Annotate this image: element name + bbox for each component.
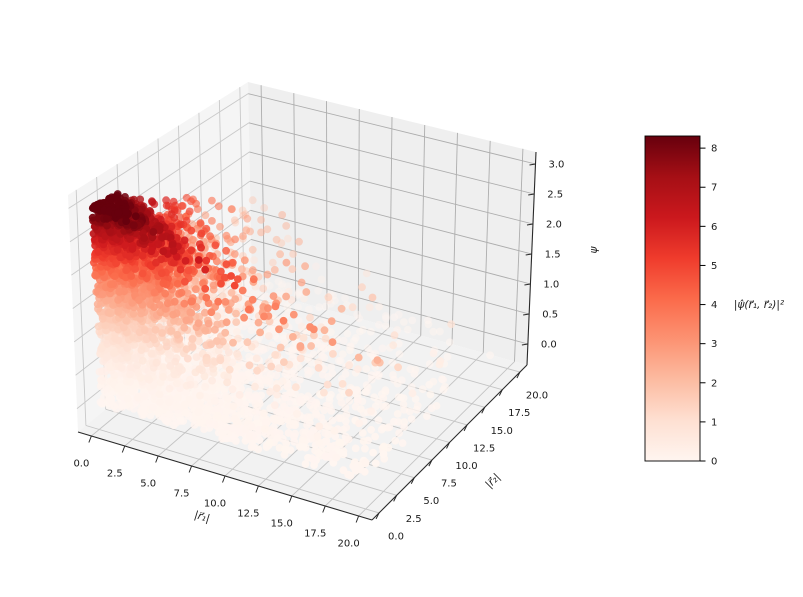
grid-line <box>451 132 458 345</box>
y-tick <box>463 424 468 432</box>
colorbar <box>644 135 701 462</box>
x-tick-label: 10.0 <box>204 499 226 510</box>
colorbar-tick-labels: 0 1 2 3 4 5 6 7 8 <box>711 144 717 468</box>
z-tick-label: 1.0 <box>543 280 559 291</box>
y-tick <box>410 477 415 484</box>
tick-marks <box>88 163 536 523</box>
z-tick-label: 0.5 <box>542 310 558 321</box>
x-tick-label: 2.5 <box>107 469 123 480</box>
grid-line <box>249 180 532 255</box>
colorbar-tick-label: 4 <box>711 300 717 311</box>
y-tick <box>375 512 380 520</box>
tick-labels: 0.02.55.07.510.012.515.017.520.00.02.55.… <box>73 160 564 550</box>
y-tick-label: 7.5 <box>441 479 457 490</box>
z-tick-label: 3.0 <box>549 160 565 171</box>
grid-line <box>251 268 529 345</box>
grid-line <box>293 93 297 302</box>
grid-line <box>250 209 531 285</box>
grid-line <box>250 239 530 315</box>
grid-line <box>85 425 380 514</box>
x-tick <box>155 455 159 463</box>
colorbar-tick-label: 6 <box>711 222 717 233</box>
colorbar-ticks <box>700 147 706 462</box>
grid-line <box>243 295 521 373</box>
x-tick <box>188 465 193 473</box>
grid-line <box>249 151 534 225</box>
grid-line <box>389 116 393 328</box>
colorbar-tick-label: 5 <box>711 261 717 272</box>
z-axis-label: ψ <box>588 246 600 254</box>
z-tick <box>523 313 530 316</box>
pane-right-wall <box>248 82 536 365</box>
grid-line <box>75 189 87 426</box>
grid-line <box>105 408 397 496</box>
x-tick-label: 15.0 <box>271 519 293 530</box>
z-tick-label: 0.0 <box>541 340 557 351</box>
y-tick <box>446 442 450 449</box>
x-tick-label: 20.0 <box>337 539 359 550</box>
z-tick <box>526 223 534 226</box>
y-tick-label: 5.0 <box>423 496 439 507</box>
colorbar-tick-label: 2 <box>711 378 717 389</box>
colorbar-label: |ψ̂(r⃗₁, r⃗₂)|² <box>733 299 785 311</box>
z-tick-label: 1.5 <box>545 250 561 261</box>
scatter-points <box>88 190 494 480</box>
grid-line <box>482 140 491 353</box>
colorbar-tick-label: 1 <box>711 417 717 428</box>
x-tick-label: 12.5 <box>237 509 259 520</box>
colorbar-tick-label: 7 <box>711 183 717 194</box>
z-tick <box>521 343 528 346</box>
y-tick <box>393 495 398 502</box>
y-tick-label: 0.0 <box>388 532 404 543</box>
y-tick-label: 20.0 <box>526 391 548 402</box>
colorbar-tick-label: 3 <box>711 339 717 350</box>
y-tick-label: 15.0 <box>491 426 513 437</box>
z-axis-line <box>526 151 537 366</box>
y-tick <box>516 371 521 379</box>
grid-line <box>357 109 360 319</box>
x-tick-label: 7.5 <box>174 489 190 500</box>
x-tick-label: 0.0 <box>73 459 89 470</box>
x-tick <box>255 485 259 493</box>
grid-line <box>248 122 535 195</box>
colorbar-tick-label: 8 <box>711 144 717 155</box>
x-tick <box>355 515 360 523</box>
x-tick <box>222 475 226 483</box>
z-tick <box>529 163 536 166</box>
x-tick <box>288 495 293 503</box>
y-tick-label: 10.0 <box>455 461 477 472</box>
x-tick <box>322 505 326 513</box>
grid-line <box>248 93 536 165</box>
x-tick-label: 17.5 <box>304 529 326 540</box>
grid-line <box>514 148 524 362</box>
grid-line <box>260 85 265 293</box>
y-tick-label: 17.5 <box>508 408 530 419</box>
grid-line <box>68 93 249 209</box>
y-tick <box>481 407 486 414</box>
colorbar-tick-label: 0 <box>711 457 717 468</box>
y-tick <box>498 389 503 396</box>
z-tick-label: 2.5 <box>547 190 563 201</box>
z-tick-label: 2.0 <box>546 220 562 231</box>
x-tick <box>121 445 126 453</box>
y-tick-label: 12.5 <box>473 443 495 454</box>
x-tick <box>88 435 92 443</box>
y-tick <box>428 459 433 467</box>
y-tick-label: 2.5 <box>406 514 422 525</box>
grid-line <box>420 124 426 336</box>
z-tick <box>525 253 532 256</box>
z-tick <box>524 283 531 286</box>
x-tick-label: 5.0 <box>140 479 156 490</box>
z-tick <box>528 193 535 196</box>
